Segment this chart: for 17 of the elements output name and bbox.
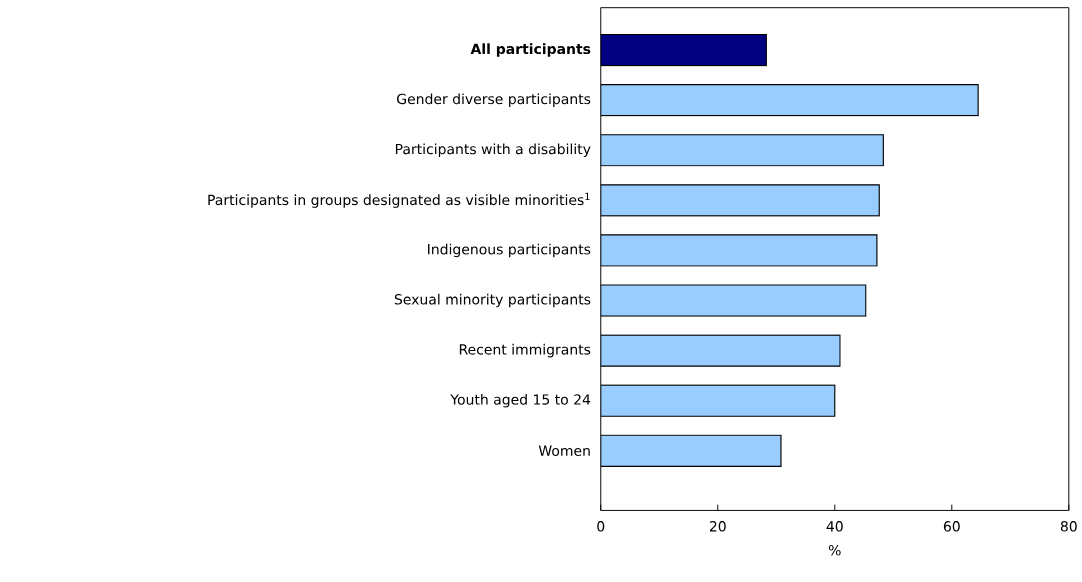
bar bbox=[600, 334, 841, 367]
y-tick-label: Recent immigrants bbox=[459, 344, 591, 358]
y-tick-label: Indigenous participants bbox=[428, 243, 591, 258]
x-tick-label: 20 bbox=[709, 521, 726, 532]
y-tick-label: Participants with a disability bbox=[395, 143, 591, 158]
x-axis-title: % bbox=[828, 545, 841, 556]
x-tick-label: 60 bbox=[943, 521, 960, 532]
x-tick-label: 40 bbox=[826, 521, 843, 532]
y-tick-label: All participants bbox=[470, 43, 591, 57]
x-tick-label: 80 bbox=[1060, 521, 1077, 532]
bar bbox=[600, 134, 884, 167]
x-tick-label: 0 bbox=[597, 521, 605, 532]
y-tick-label: Participants in groups designated as visible minorities$^{1}$ bbox=[208, 192, 590, 209]
y-tick-label: Women bbox=[538, 445, 590, 457]
y-tick-label: Sexual minority participants bbox=[394, 293, 591, 308]
y-tick-label: Gender diverse participants bbox=[397, 93, 591, 108]
y-tick-label: Youth aged 15 to 24 bbox=[450, 394, 591, 408]
